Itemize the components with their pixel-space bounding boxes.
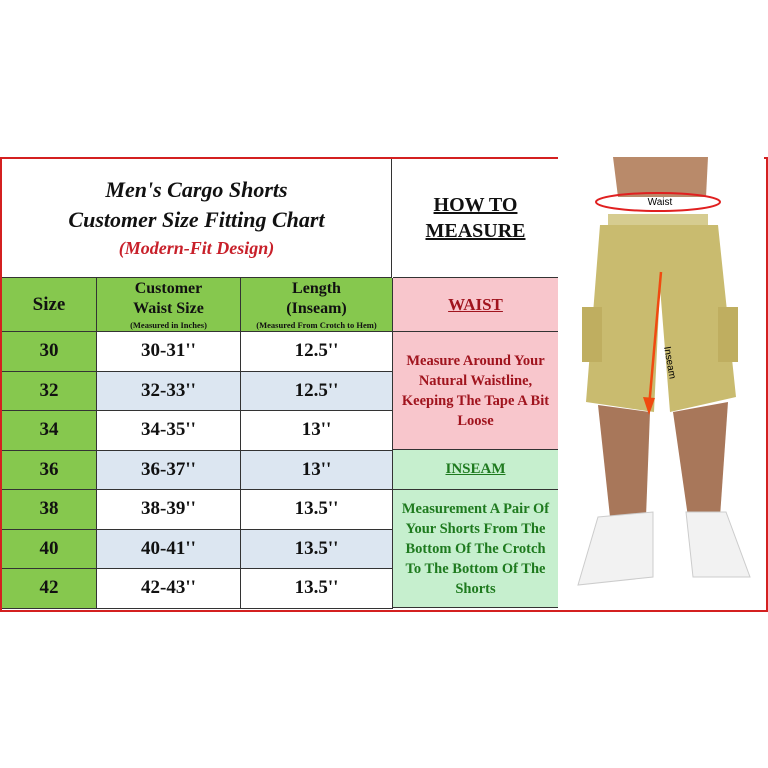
size-chart <box>0 157 768 612</box>
size-cell: 40 <box>2 529 97 569</box>
length-cell: 13'' <box>241 450 393 490</box>
size-cell: 38 <box>2 490 97 530</box>
header-length-note: (Measured From Crotch to Hem) <box>256 319 377 330</box>
waist-cell: 34-35'' <box>97 411 241 451</box>
inseam-label: INSEAM <box>445 461 506 477</box>
waist-ellipse <box>595 192 721 212</box>
shorts <box>586 225 736 412</box>
inseam-desc-cell: Measurement A Pair Of Your Shorts From T… <box>393 490 559 608</box>
subtitle: (Modern-Fit Design) <box>118 238 275 258</box>
length-cell: 12.5'' <box>241 332 393 372</box>
waist-cell: 36-37'' <box>97 450 241 490</box>
header-length-label: Length (Inseam) <box>286 279 347 317</box>
header-waist-label: Customer Waist Size <box>133 279 204 317</box>
waist-cell: 42-43'' <box>97 569 241 609</box>
belt <box>608 214 708 228</box>
length-cell: 12.5'' <box>241 371 393 411</box>
waist-tag: Waist <box>648 197 673 208</box>
size-cell: 30 <box>2 332 97 372</box>
waist-cell: 30-31'' <box>97 332 241 372</box>
waist-label-cell: WAIST <box>393 278 559 332</box>
right-leg <box>673 402 728 517</box>
torso <box>613 157 708 197</box>
inseam-description: Measurement A Pair Of Your Shorts From T… <box>401 500 550 597</box>
waist-label: WAIST <box>448 294 503 314</box>
header-size: Size <box>2 278 97 332</box>
how-to-heading: HOW TO MEASURE <box>393 159 559 278</box>
header-waist: Customer Waist Size (Measured in Inches) <box>97 278 241 332</box>
waist-cell: 32-33'' <box>97 371 241 411</box>
inseam-arrow <box>647 271 663 408</box>
waist-cell: 40-41'' <box>97 529 241 569</box>
header-size-label: Size <box>32 293 66 315</box>
size-cell: 32 <box>2 371 97 411</box>
header-length: Length (Inseam) (Measured From Crotch to… <box>241 278 393 332</box>
waist-cell: 38-39'' <box>97 490 241 530</box>
header-waist-note: (Measured in Inches) <box>130 319 207 330</box>
cargo-pocket-right <box>718 307 738 362</box>
length-cell: 13.5'' <box>241 569 393 609</box>
how-to-heading-text: HOW TO MEASURE <box>425 194 526 242</box>
length-cell: 13.5'' <box>241 490 393 530</box>
length-cell: 13'' <box>241 411 393 451</box>
chart-title: Men's Cargo Shorts Customer Size Fitting… <box>2 159 392 278</box>
title-line1: Men's Cargo Shorts <box>105 177 288 202</box>
inseam-label-cell: INSEAM <box>393 450 559 490</box>
size-cell: 42 <box>2 569 97 609</box>
length-cell: 13.5'' <box>241 529 393 569</box>
left-shoe <box>577 511 654 586</box>
left-leg <box>598 405 650 517</box>
title-line2: Customer Size Fitting Chart <box>68 207 325 232</box>
waist-description: Measure Around Your Natural Waistline, K… <box>401 352 550 429</box>
size-cell: 36 <box>2 450 97 490</box>
waist-desc-cell: Measure Around Your Natural Waistline, K… <box>393 332 559 450</box>
right-shoe <box>685 511 751 578</box>
arrow-head <box>643 397 655 415</box>
size-cell: 34 <box>2 411 97 451</box>
cargo-pocket-left <box>582 307 602 362</box>
model-photo: Waist Inseam <box>558 157 764 608</box>
